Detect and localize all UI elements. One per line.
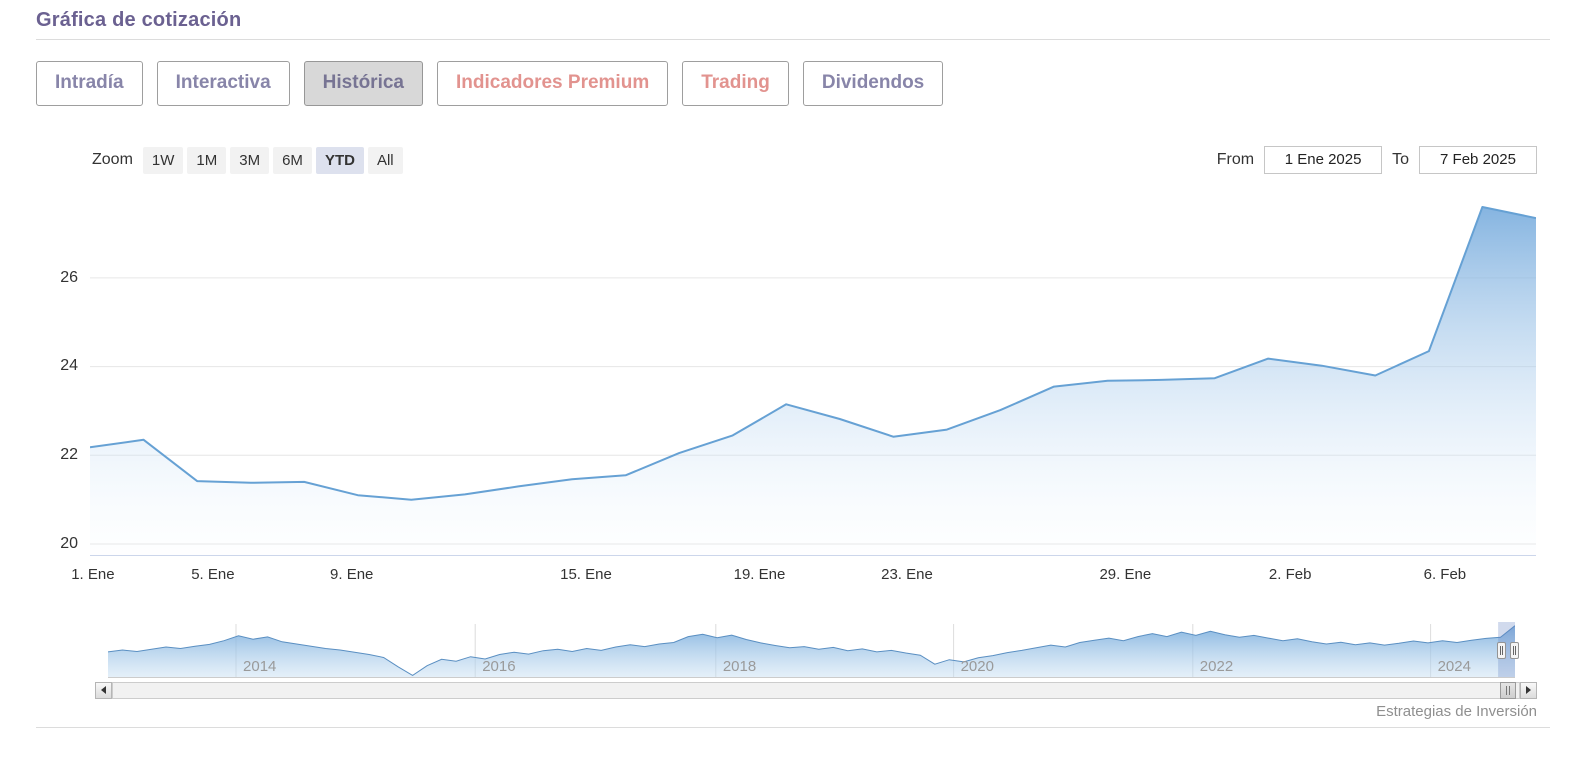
to-label: To [1392,150,1409,168]
zoom-label: Zoom [92,151,133,169]
navigator-year-label: 2020 [960,657,994,675]
navigator-left-handle[interactable] [1497,641,1506,659]
x-axis-tick-label: 19. Ene [733,565,786,583]
left-triangle-icon [101,686,106,695]
navigator-year-label: 2014 [243,657,277,675]
price-area-chart[interactable] [90,195,1536,556]
right-triangle-icon [1526,686,1531,695]
date-range-inputs: From To [1216,145,1537,174]
x-axis-tick-label: 6. Feb [1423,565,1467,583]
tab-trading[interactable]: Trading [682,61,789,106]
tab-intradia[interactable]: Intradía [36,61,143,106]
grip-lines-icon [1506,685,1507,695]
footer-divider [36,727,1550,728]
navigator-year-label: 2016 [482,657,516,675]
x-axis-tick-label: 2. Feb [1268,565,1312,583]
navigator-year-label: 2024 [1437,657,1471,675]
range-button-all[interactable]: All [367,146,403,174]
navigator-year-label: 2022 [1199,657,1234,675]
navigator-chart[interactable] [108,621,1515,678]
x-axis-tick-label: 9. Ene [330,565,374,583]
range-button-1w[interactable]: 1W [142,146,184,174]
range-selector: Zoom 1W 1M 3M 6M YTD All [92,146,407,174]
navigator-right-handle[interactable] [1510,641,1519,659]
navigator-year-label: 2018 [722,657,757,675]
x-axis-tick-label: 23. Ene [881,565,933,583]
scrollbar-thumb[interactable] [1500,681,1516,699]
header-divider [36,39,1550,40]
y-axis-tick-label: 22 [60,446,78,464]
range-button-3m[interactable]: 3M [230,146,270,174]
grip-lines-icon [1513,645,1514,655]
x-axis-tick-label: 1. Ene [71,565,115,583]
to-date-input[interactable] [1419,145,1537,174]
chart-credits: Estrategias de Inversión [1376,702,1537,720]
scrollbar-right-arrow[interactable] [1520,681,1537,699]
tab-historica[interactable]: Histórica [303,61,423,106]
grip-lines-icon [1509,685,1510,695]
from-label: From [1216,150,1255,168]
grip-lines-icon [1515,645,1516,655]
tab-interactiva[interactable]: Interactiva [156,61,290,106]
scrollbar-track[interactable] [112,681,1520,699]
x-axis-tick-label: 29. Ene [1099,565,1152,583]
from-date-input[interactable] [1264,145,1383,174]
y-axis-tick-label: 24 [60,357,78,375]
range-buttons: 1W 1M 3M 6M YTD All [142,146,407,174]
tab-indicadores-premium[interactable]: Indicadores Premium [436,61,669,106]
range-button-1m[interactable]: 1M [187,146,227,174]
x-axis-tick-label: 5. Ene [191,565,235,583]
scrollbar-left-arrow[interactable] [95,681,112,699]
y-axis-tick-label: 20 [60,534,78,552]
grip-lines-icon [1502,645,1503,655]
page-title: Gráfica de cotización [36,9,242,31]
page-header: Gráfica de cotización [0,0,1586,32]
grip-lines-icon [1500,645,1501,655]
range-button-ytd[interactable]: YTD [315,146,364,174]
tab-dividendos[interactable]: Dividendos [802,61,944,106]
x-axis-tick-label: 15. Ene [560,565,612,583]
chart-tabs: Intradía Interactiva Histórica Indicadores … [36,61,1550,106]
navigator-scrollbar [95,681,1537,699]
y-axis-tick-label: 26 [60,268,78,286]
range-button-6m[interactable]: 6M [273,146,312,174]
